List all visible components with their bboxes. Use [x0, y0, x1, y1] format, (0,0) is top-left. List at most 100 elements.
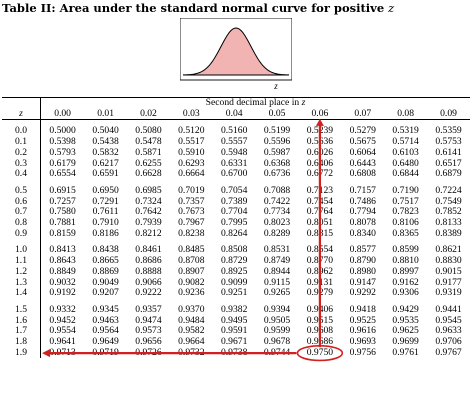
probability-cell: 0.9699: [392, 336, 419, 348]
z-value-cell: 0.6: [2, 196, 41, 208]
normal-curve-graphic: z: [180, 18, 292, 91]
probability-cell: 0.7054: [220, 184, 248, 196]
probability-cell: 0.9633: [435, 325, 462, 337]
probability-cell: 0.9484: [178, 314, 205, 326]
normal-curve-figure: z: [180, 18, 292, 94]
probability-cell: 0.6736: [263, 168, 291, 180]
probability-cell: 0.6480: [392, 157, 419, 169]
probability-cell: 0.8159: [49, 227, 76, 239]
probability-cell: 0.7517: [392, 195, 419, 207]
probability-cell: 0.9236: [178, 287, 205, 299]
z-value-cell: 1.3: [2, 277, 41, 289]
probability-cell: 0.5832: [92, 146, 119, 158]
probability-cell: 0.7224: [435, 184, 462, 196]
probability-cell: 0.7580: [49, 206, 76, 218]
z-value-cell: 1.9: [2, 347, 41, 359]
probability-cell: 0.5557: [220, 136, 248, 148]
probability-cell: 0.9222: [135, 287, 162, 299]
probability-cell: 0.9756: [349, 346, 376, 358]
probability-cell: 0.7852: [435, 206, 462, 218]
z-value-cell: 0.2: [2, 147, 41, 159]
probability-cell: 0.9265: [263, 287, 291, 299]
probability-cell: 0.8212: [135, 227, 162, 239]
probability-cell: 0.5438: [92, 136, 119, 148]
probability-cell: 0.5714: [392, 136, 419, 148]
column-header-0.03: 0.03: [169, 108, 213, 121]
spacer-cell: [2, 239, 41, 246]
probability-cell: 0.9147: [349, 276, 376, 288]
table-title-text: Table II: Area under the standard normal…: [2, 1, 385, 15]
probability-cell: 0.6844: [392, 168, 419, 180]
probability-cell: 0.9505: [263, 314, 291, 326]
spacer-cell: [2, 179, 41, 186]
table-body: 0.0 0.5000 0.5040 0.5080 0.5120 0.5160 0.5199 0…: [2, 119, 470, 359]
probability-cell: 0.8485: [178, 244, 205, 256]
probability-cell: 0.7794: [349, 206, 376, 218]
probability-cell: 0.9713: [49, 346, 76, 358]
z-value-cell: 0.5: [2, 185, 41, 197]
probability-cell: 0.7611: [92, 206, 119, 218]
probability-cell: 0.8980: [349, 265, 376, 277]
column-header-row: z 0.00 0.01 0.02 0.03 0.04 0.05 0.06 0.07 0.08 0.…: [2, 108, 470, 121]
probability-cell: 0.9429: [392, 303, 419, 315]
probability-cell: 0.8340: [349, 227, 376, 239]
probability-cell: 0.9192: [49, 287, 76, 299]
column-header-0.00: 0.00: [40, 108, 85, 121]
probability-cell: 0.8365: [392, 227, 419, 239]
probability-cell: 0.9177: [435, 276, 462, 288]
group-spacer: [2, 179, 470, 186]
probability-cell: 0.9251: [220, 287, 248, 299]
probability-cell: 0.6879: [435, 168, 462, 180]
super-header: Second decimal place in z: [40, 96, 470, 109]
z-value-cell: 0.1: [2, 136, 41, 148]
z-table: Second decimal place in z z 0.00 0.01 0.02…: [2, 96, 470, 359]
table-row: 0.2 0.5793 0.5832 0.5871 0.5910 0.5948 0.5987 0…: [2, 146, 470, 159]
probability-cell: 0.7642: [135, 206, 162, 218]
probability-cell: 0.9719: [92, 346, 119, 358]
column-header-0.07: 0.07: [341, 108, 385, 121]
probability-cell: 0.8962: [306, 265, 334, 277]
z-value-cell: 1.5: [2, 304, 41, 316]
probability-cell: 0.9452: [49, 314, 76, 326]
probability-cell: 0.8708: [178, 255, 205, 267]
probability-cell: 0.6026: [306, 146, 334, 158]
probability-cell: 0.6628: [135, 168, 162, 180]
probability-cell: 0.7190: [392, 184, 419, 196]
probability-cell: 0.9554: [49, 325, 76, 337]
shaded-area: [183, 28, 276, 75]
probability-cell: 0.6915: [49, 184, 76, 196]
probability-cell: 0.6808: [349, 168, 376, 180]
probability-cell: 0.8849: [49, 265, 76, 277]
probability-cell: 0.6064: [349, 146, 376, 158]
figure-frame: [180, 18, 292, 81]
column-header-0.09: 0.09: [427, 108, 470, 121]
z-value-cell: 1.1: [2, 255, 41, 267]
probability-cell: 0.8106: [392, 217, 419, 229]
probability-cell: 0.6591: [92, 168, 119, 180]
bell-curve: [182, 27, 290, 76]
probability-cell: 0.9015: [435, 265, 462, 277]
table-row: 0.7 0.7580 0.7611 0.7642 0.7673 0.7704 0.7734 0…: [2, 206, 470, 219]
probability-cell: 0.7157: [349, 184, 376, 196]
probability-cell: 0.8925: [220, 265, 248, 277]
probability-cell: 0.6255: [135, 157, 162, 169]
table-row: 1.9 0.9713 0.9719 0.9726 0.9732 0.9738 0.9744 0…: [2, 346, 470, 359]
probability-cell: 0.7291: [92, 195, 119, 207]
probability-cell: 0.9761: [392, 346, 419, 358]
probability-cell: 0.8023: [263, 217, 291, 229]
column-header-0.04: 0.04: [212, 108, 256, 121]
probability-cell: 0.8577: [349, 244, 376, 256]
z-value-cell: 1.0: [2, 245, 41, 257]
probability-cell: 0.9306: [392, 287, 419, 299]
z-value-cell: 1.7: [2, 326, 41, 338]
super-header-text: Second decimal place in: [205, 97, 300, 108]
probability-cell: 0.7939: [135, 217, 162, 229]
probability-cell: 0.9656: [135, 336, 162, 348]
probability-cell: 0.9750: [306, 346, 334, 358]
probability-cell: 0.9664: [178, 336, 205, 348]
z-axis-label: z: [273, 81, 278, 91]
probability-cell: 0.8621: [435, 244, 462, 256]
probability-cell: 0.7357: [178, 195, 205, 207]
probability-cell: 0.8289: [263, 227, 291, 239]
probability-cell: 0.8810: [392, 255, 419, 267]
